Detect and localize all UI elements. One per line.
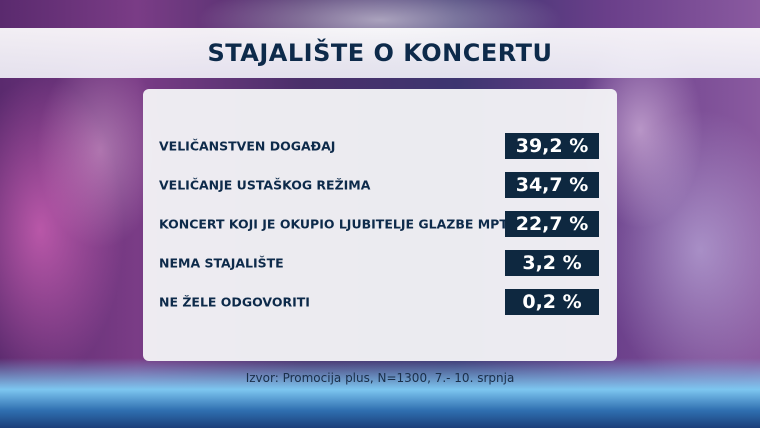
result-row: NEMA STAJALIŠTE 3,2 % — [143, 250, 617, 276]
stage-floor — [0, 358, 760, 428]
chart-title: STAJALIŠTE O KONCERTU — [207, 39, 553, 67]
result-row: VELIČANSTVEN DOGAĐAJ 39,2 % — [143, 133, 617, 159]
results-panel: VELIČANSTVEN DOGAĐAJ 39,2 % VELIČANJE US… — [143, 89, 617, 361]
row-label: NE ŽELE ODGOVORITI — [159, 294, 310, 310]
result-row: KONCERT KOJI JE OKUPIO LJUBITELJE GLAZBE… — [143, 211, 617, 237]
value-badge: 39,2 % — [505, 133, 599, 159]
source-note: Izvor: Promocija plus, N=1300, 7.- 10. s… — [245, 371, 515, 385]
value-badge: 3,2 % — [505, 250, 599, 276]
value-badge: 0,2 % — [505, 289, 599, 315]
row-label: VELIČANJE USTAŠKOG REŽIMA — [159, 177, 371, 193]
result-row: VELIČANJE USTAŠKOG REŽIMA 34,7 % — [143, 172, 617, 198]
result-row: NE ŽELE ODGOVORITI 0,2 % — [143, 289, 617, 315]
row-label: NEMA STAJALIŠTE — [159, 255, 284, 271]
title-bar: STAJALIŠTE O KONCERTU — [0, 28, 760, 78]
row-label: VELIČANSTVEN DOGAĐAJ — [159, 138, 336, 154]
value-badge: 34,7 % — [505, 172, 599, 198]
row-label: KONCERT KOJI JE OKUPIO LJUBITELJE GLAZBE… — [159, 216, 508, 232]
value-badge: 22,7 % — [505, 211, 599, 237]
